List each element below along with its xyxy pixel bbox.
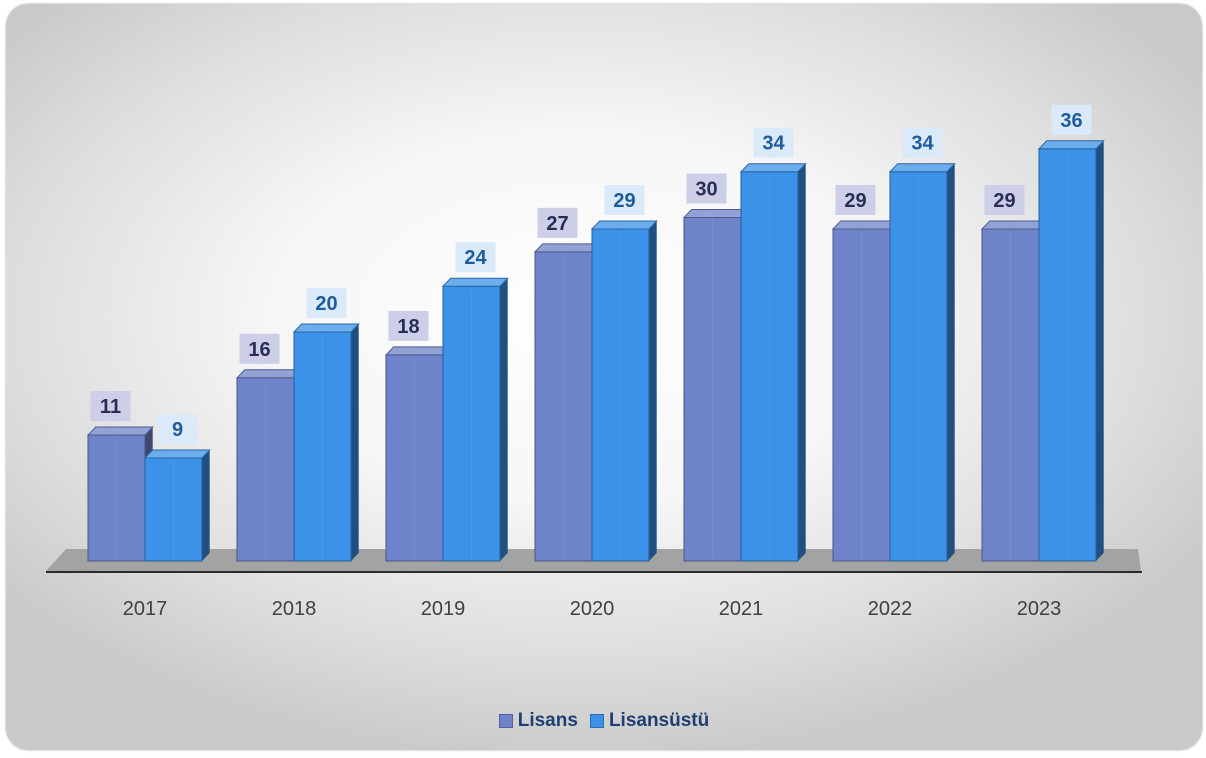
bar-top-lisans-2018 bbox=[235, 369, 303, 379]
data-label-bg-lisansustu-2023 bbox=[1051, 104, 1092, 135]
x-tick-label-2020: 2020 bbox=[570, 598, 615, 620]
legend-swatch-lisansustu bbox=[589, 714, 604, 728]
data-label-lisans-2018: 16 bbox=[248, 339, 270, 361]
x-tick-label-2017: 2017 bbox=[123, 598, 168, 620]
data-label-bg-lisansustu-2021 bbox=[753, 127, 794, 158]
bar-top-lisansustu-2018 bbox=[292, 323, 360, 333]
bar-top-lisans-2023 bbox=[980, 220, 1048, 230]
data-label-bg-lisans-2017 bbox=[90, 391, 131, 422]
x-tick-label-2022: 2022 bbox=[868, 598, 913, 620]
data-label-lisansustu-2019: 24 bbox=[464, 247, 487, 269]
data-label-bg-lisansustu-2017 bbox=[157, 413, 198, 444]
legend-item-lisansustu: Lisansüstü bbox=[589, 710, 710, 732]
legend-label-lisans: Lisans bbox=[517, 710, 578, 731]
data-label-lisans-2023: 29 bbox=[993, 190, 1015, 212]
chart-plot: 11 9 2017 16 20 2018 18 24 2019 27 29 2020 30 34 2021 2… bbox=[46, 93, 1156, 620]
chart-card: 11 9 2017 16 20 2018 18 24 2019 27 29 2020 30 34 2021 2… bbox=[6, 4, 1202, 750]
legend-item-lisans: Lisans bbox=[498, 710, 578, 732]
data-label-bg-lisans-2022 bbox=[835, 184, 876, 215]
bar-top-lisans-2021 bbox=[682, 209, 750, 218]
bar-top-lisansustu-2019 bbox=[441, 277, 509, 287]
data-label-lisans-2022: 29 bbox=[844, 190, 866, 212]
bar-side-lisansustu-2018 bbox=[351, 324, 359, 561]
bar-side-lisansustu-2017 bbox=[202, 449, 210, 561]
bar-top-lisans-2020 bbox=[533, 243, 601, 253]
bar-side-lisansustu-2020 bbox=[649, 220, 657, 561]
bar-side-lisansustu-2023 bbox=[1096, 140, 1104, 562]
legend-label-lisansustu: Lisansüstü bbox=[608, 710, 710, 731]
x-tick-label-2019: 2019 bbox=[421, 598, 466, 620]
data-label-bg-lisansustu-2019 bbox=[455, 242, 496, 273]
data-label-lisans-2017: 11 bbox=[100, 396, 121, 418]
data-label-lisansustu-2018: 20 bbox=[315, 293, 337, 315]
bar-top-lisans-2017 bbox=[86, 426, 154, 436]
data-label-lisansustu-2022: 34 bbox=[911, 133, 934, 155]
data-label-bg-lisans-2020 bbox=[537, 207, 578, 238]
bar-side-lisansustu-2019 bbox=[500, 278, 508, 561]
data-label-lisans-2020: 27 bbox=[546, 213, 568, 235]
data-label-bg-lisans-2019 bbox=[388, 310, 429, 341]
data-label-lisansustu-2017: 9 bbox=[172, 419, 183, 441]
bar-side-lisansustu-2021 bbox=[798, 163, 806, 561]
data-label-bg-lisans-2023 bbox=[984, 184, 1025, 215]
data-label-bg-lisans-2018 bbox=[239, 333, 280, 364]
bar-top-lisansustu-2020 bbox=[590, 220, 658, 230]
data-label-bg-lisans-2021 bbox=[686, 173, 727, 204]
bar-top-lisansustu-2017 bbox=[143, 449, 211, 459]
bar-top-lisansustu-2023 bbox=[1037, 140, 1105, 150]
legend-swatch-lisans bbox=[498, 714, 513, 728]
x-tick-label-2023: 2023 bbox=[1017, 598, 1062, 620]
x-tick-label-2021: 2021 bbox=[719, 598, 764, 620]
legend: Lisans Lisansüstü bbox=[6, 708, 1202, 734]
bar-top-lisans-2022 bbox=[831, 220, 899, 230]
bar-top-lisansustu-2021 bbox=[739, 163, 807, 173]
data-label-bg-lisansustu-2020 bbox=[604, 184, 645, 215]
data-label-lisans-2019: 18 bbox=[397, 316, 419, 338]
x-tick-label-2018: 2018 bbox=[272, 598, 317, 620]
bar-side-lisansustu-2022 bbox=[947, 163, 955, 561]
data-label-bg-lisansustu-2022 bbox=[902, 127, 943, 158]
bar-top-lisans-2019 bbox=[384, 346, 452, 356]
bar-top-lisansustu-2022 bbox=[888, 163, 956, 173]
data-label-lisansustu-2020: 29 bbox=[613, 190, 635, 212]
data-label-lisansustu-2021: 34 bbox=[762, 133, 785, 155]
data-label-lisansustu-2023: 36 bbox=[1060, 110, 1082, 132]
data-label-lisans-2021: 30 bbox=[695, 179, 717, 201]
data-label-bg-lisansustu-2018 bbox=[306, 288, 347, 318]
